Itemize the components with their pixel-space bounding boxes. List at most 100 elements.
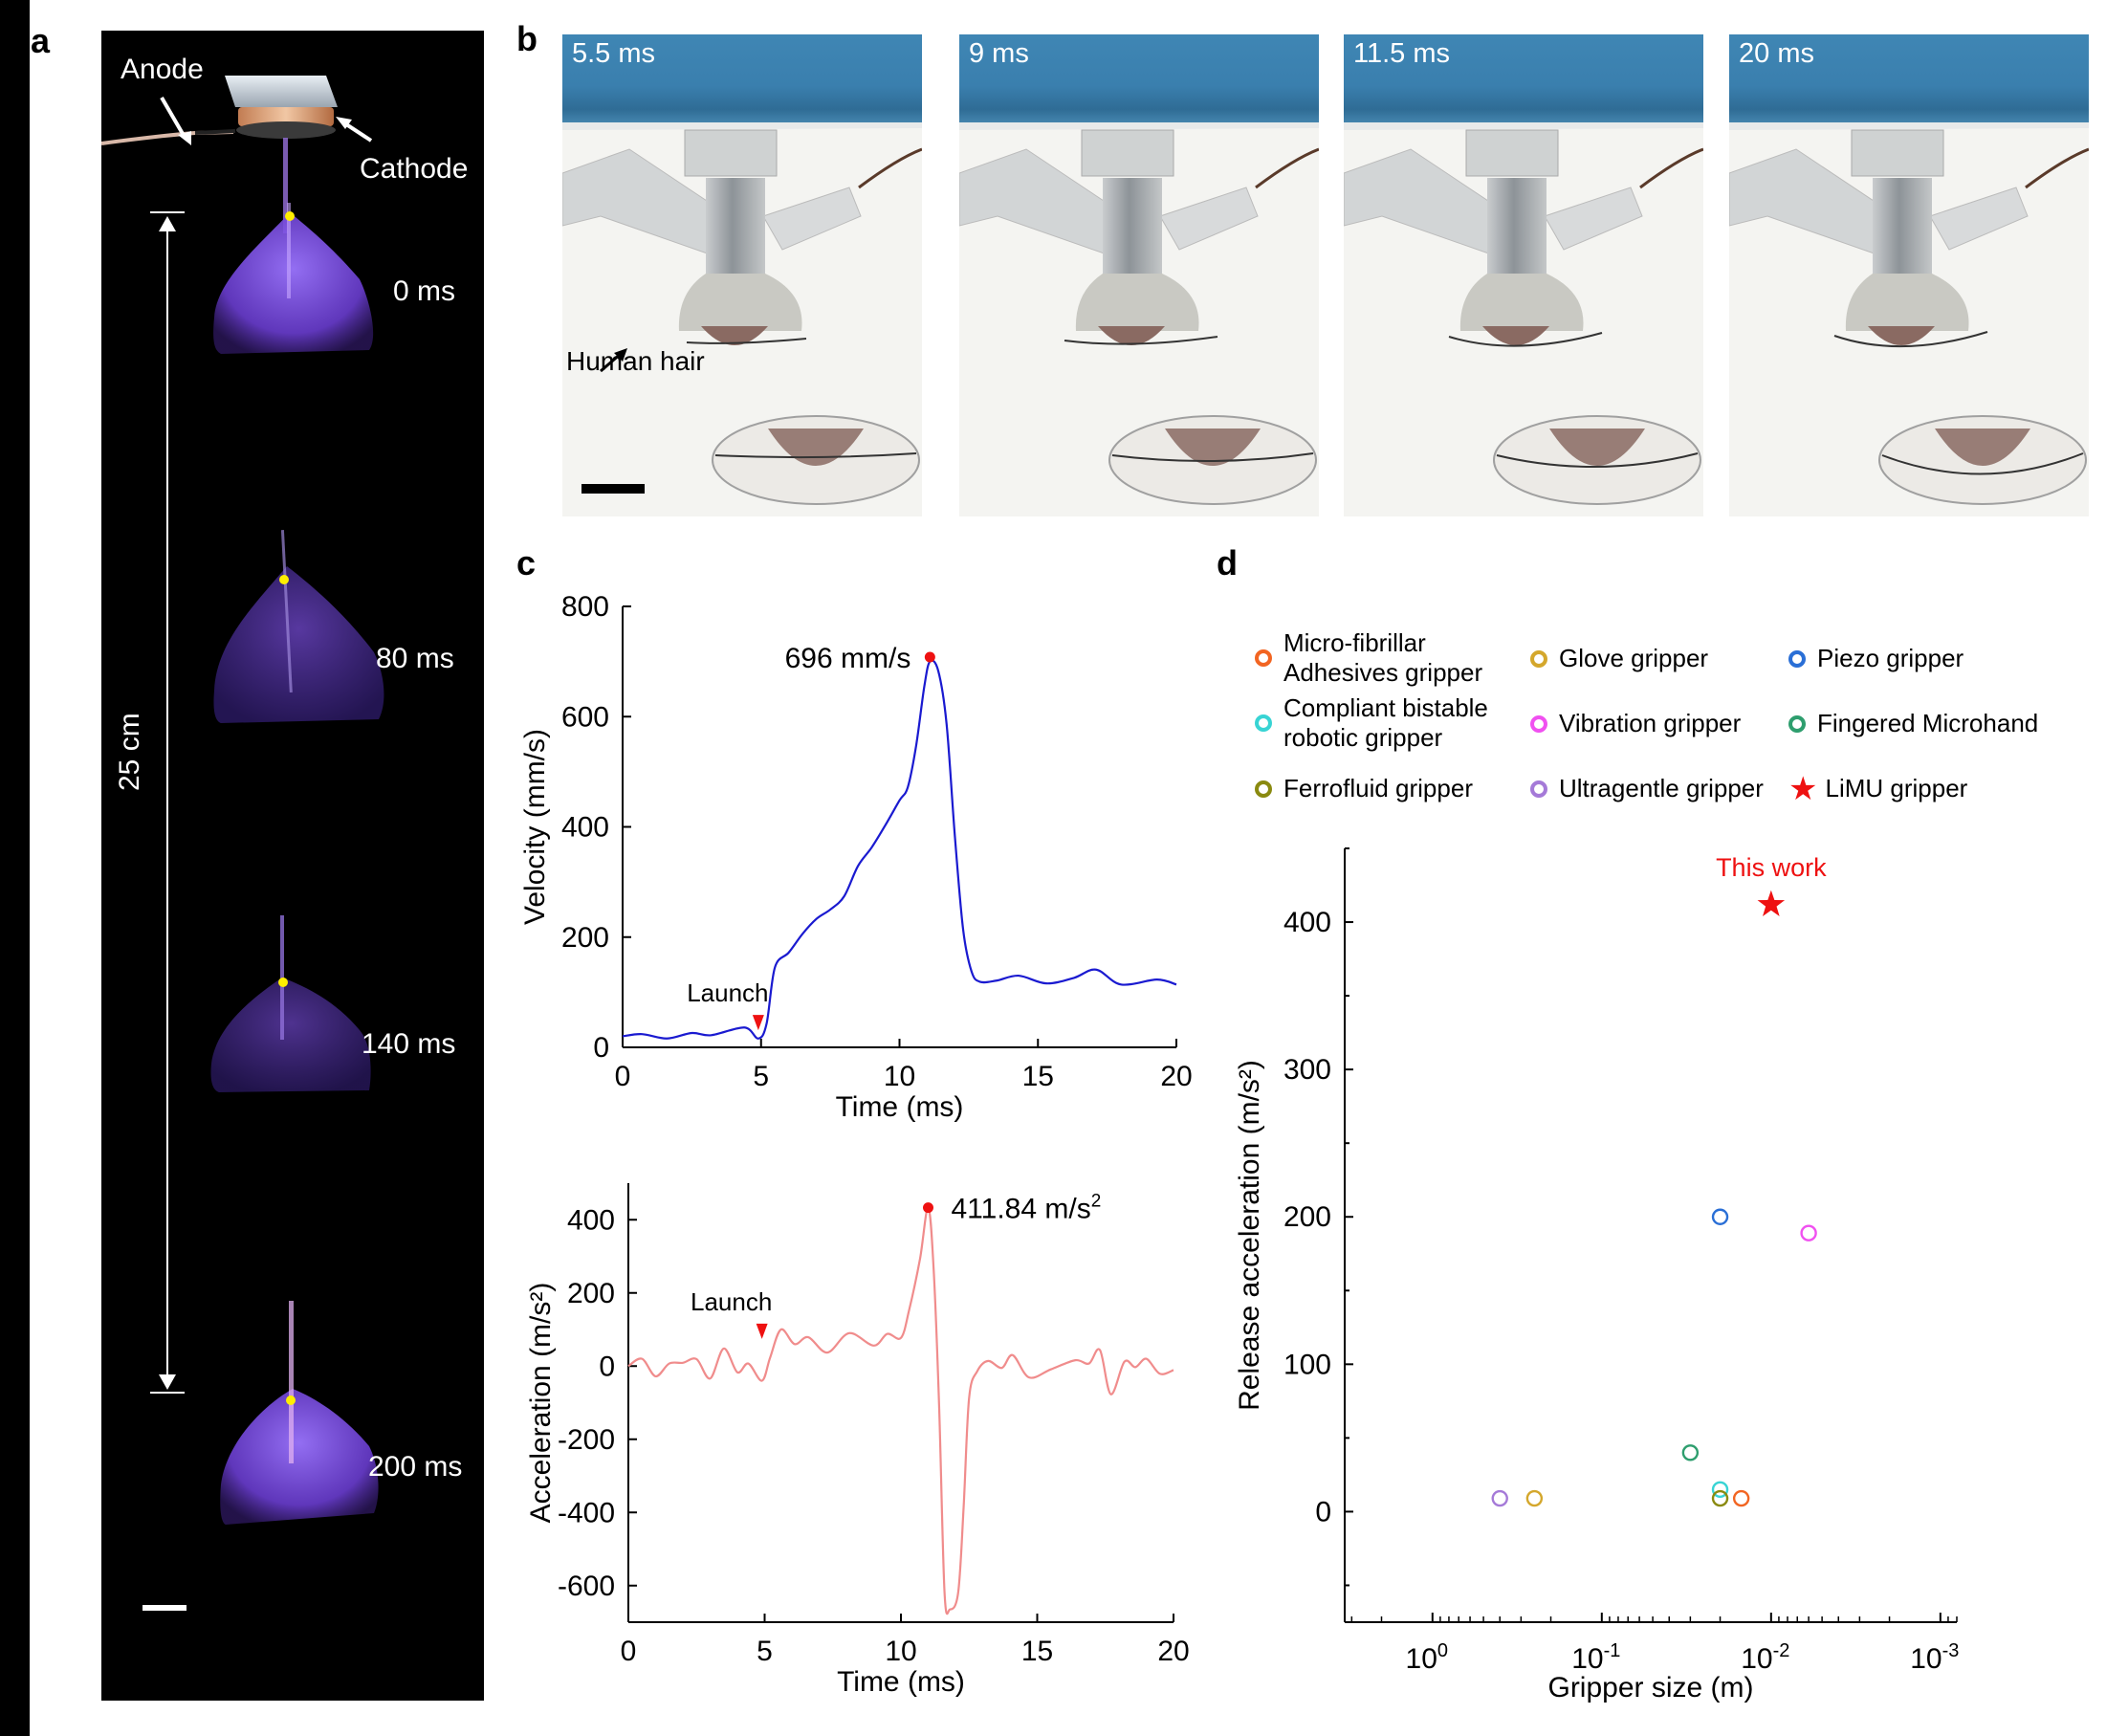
this-work-label: This work	[1716, 853, 1827, 882]
y-tick-label: 800	[561, 591, 609, 623]
y-tick-label: -200	[558, 1424, 615, 1456]
y-tick-label: 400	[1283, 907, 1331, 938]
cathode-arrow	[341, 121, 373, 143]
data-point-piezo-gripper	[1711, 1208, 1729, 1225]
legend-label-line: LiMU gripper	[1825, 774, 1968, 802]
data-point-compliant-bistable-robotic-gripper	[1711, 1481, 1729, 1499]
legend-label-line: Compliant bistable	[1283, 693, 1488, 722]
launch-label: Launch	[691, 1287, 772, 1316]
gripper-drawing	[1729, 122, 2089, 505]
panel-label-c: c	[516, 543, 537, 582]
left-black-strip	[0, 0, 30, 1736]
circle-marker-icon	[1530, 780, 1547, 798]
photo-frame-2: 11.5 ms	[1344, 34, 1703, 516]
electrode-assembly	[101, 76, 338, 233]
gripper-drawing	[562, 122, 922, 505]
legend-item: Glove gripper	[1530, 644, 1708, 673]
y-axis-label: Acceleration (m/s²)	[525, 1283, 557, 1524]
legend-label-line: Glove gripper	[1559, 644, 1709, 672]
frame-timestamp: 9 ms	[969, 38, 1029, 69]
tracker-dot-200ms	[286, 1395, 296, 1405]
x-tick-label: 0	[621, 1636, 637, 1667]
anode-label: Anode	[121, 54, 204, 85]
frame-timestamp: 11.5 ms	[1353, 38, 1451, 69]
legend-item: Micro-fibrillar Adhesives gripper	[1255, 628, 1482, 688]
circle-marker-icon	[1788, 649, 1806, 668]
y-tick-label: 100	[1283, 1349, 1331, 1380]
frame-time-140ms: 140 ms	[362, 1028, 456, 1060]
y-tick-label: 0	[599, 1351, 615, 1382]
frame-time-0ms: 0 ms	[393, 275, 456, 307]
anode-wire-tip	[194, 129, 236, 135]
hair-arrow-head	[614, 348, 627, 362]
plume-frame-140ms	[210, 915, 371, 1092]
peak-label: 696 mm/s	[785, 643, 911, 674]
anode-wire	[101, 130, 234, 145]
x-tick-label: 100	[1406, 1640, 1449, 1675]
y-axis-label: Velocity (mm/s)	[519, 729, 551, 925]
star-icon: ★	[1788, 770, 1818, 807]
legend-item: Ultragentle gripper	[1530, 774, 1764, 803]
peak-marker	[924, 651, 935, 663]
launch-marker	[752, 1015, 764, 1031]
anode-arrow-head	[178, 131, 191, 145]
y-tick-label: -400	[558, 1497, 615, 1528]
inset-droplet	[1165, 429, 1261, 466]
y-tick-label: 0	[1315, 1496, 1331, 1527]
legend-item: Ferrofluid gripper	[1255, 774, 1473, 803]
circle-marker-icon	[1255, 649, 1272, 667]
photo-frame-1: 9 ms	[959, 34, 1319, 516]
gripper-mount	[1344, 34, 1703, 128]
gripper-mount	[562, 34, 922, 128]
x-tick-label: 20	[1157, 1636, 1189, 1667]
legend-label: Ferrofluid gripper	[1283, 774, 1473, 803]
x-axis-label: Gripper size (m)	[1547, 1672, 1753, 1703]
circle-marker-icon	[1530, 649, 1547, 668]
legend-label: Glove gripper	[1559, 644, 1708, 673]
y-tick-label: 400	[567, 1204, 615, 1236]
inset-droplet	[1935, 429, 2030, 466]
cathode-holder	[225, 76, 338, 107]
peak-marker	[923, 1202, 933, 1214]
circle-marker-icon	[1530, 714, 1547, 733]
data-point-micro-fibrillar-adhesives-gripper	[1732, 1489, 1750, 1507]
inset-hair	[1881, 452, 2084, 475]
panel-a-drawing	[101, 76, 384, 1611]
x-tick-label: 10-2	[1741, 1640, 1789, 1675]
chart-release: 0 100 200 300 400 100 10-1 10-2 10-3 Gripper size…	[1234, 847, 1959, 1703]
y-tick-label: 600	[561, 701, 609, 733]
chart-velocity: 0 200 400 600 800 0 5 10 15 20 Time (ms) Velocity (…	[519, 591, 1193, 1123]
distance-indicator	[150, 211, 185, 1394]
inset-hair	[714, 452, 917, 459]
panel-label-d: d	[1217, 543, 1238, 582]
tracker-dot-0ms	[285, 211, 295, 221]
data-point-vibration-gripper	[1800, 1224, 1817, 1242]
legend-label-line: Ferrofluid gripper	[1283, 774, 1473, 802]
legend-label-line: Adhesives gripper	[1283, 658, 1483, 687]
x-tick-label: 10	[885, 1636, 916, 1667]
frame-timestamp: 5.5 ms	[572, 38, 656, 69]
circle-marker-icon	[1255, 780, 1272, 798]
launch-label: Launch	[687, 978, 768, 1007]
legend-item: Compliant bistable robotic gripper	[1255, 693, 1488, 753]
x-tick-label: 0	[615, 1061, 631, 1092]
legend-item: ★ LiMU gripper	[1788, 770, 1968, 807]
x-tick-label: 10-1	[1571, 1640, 1620, 1675]
legend-label: Ultragentle gripper	[1559, 774, 1764, 803]
legend-label-line: Vibration gripper	[1559, 709, 1742, 737]
x-tick-label: 15	[1021, 1636, 1053, 1667]
y-tick-label: 300	[1283, 1054, 1331, 1086]
gripper-mount	[1729, 34, 2089, 128]
cathode-arrow-head	[336, 117, 352, 129]
launch-marker	[756, 1323, 768, 1339]
legend-label: Piezo gripper	[1817, 644, 1963, 673]
y-tick-label: 200	[1283, 1201, 1331, 1233]
legend-item: Vibration gripper	[1530, 709, 1741, 738]
inset-droplet	[1549, 429, 1645, 466]
x-axis-label: Time (ms)	[836, 1091, 964, 1123]
data-point-star	[1757, 890, 1786, 916]
legend-label: Fingered Microhand	[1817, 709, 2038, 738]
gripper-drawing	[1344, 122, 1703, 505]
data-point-ferrofluid-gripper	[1711, 1489, 1729, 1507]
human-hair	[686, 338, 807, 344]
